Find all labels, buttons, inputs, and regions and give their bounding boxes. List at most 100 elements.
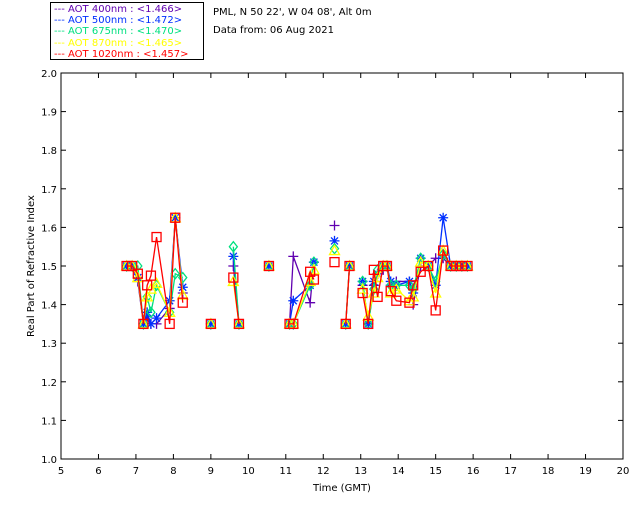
x-tick-label: 14 [392, 466, 405, 477]
x-tick-label: 12 [317, 466, 330, 477]
x-tick-label: 6 [95, 466, 101, 477]
x-tick-label: 20 [617, 466, 630, 477]
data-point-triangle [144, 282, 158, 294]
legend-item-400: --- AOT 400nm : <1.466> [54, 4, 183, 15]
data-point-square [205, 318, 217, 330]
data-point-diamond [438, 248, 448, 261]
data-point-square [145, 270, 157, 281]
y-tick-label: 1.2 [41, 378, 57, 389]
data-point-diamond [132, 259, 143, 273]
data-point-square [127, 260, 138, 272]
data-point-square [263, 260, 275, 272]
data-point-asterisk [438, 212, 449, 223]
data-point-square [445, 260, 456, 272]
data-point-triangle [307, 263, 321, 275]
plot-frame [60, 72, 624, 460]
data-point-asterisk [263, 261, 274, 271]
data-point-square [132, 268, 143, 279]
data-point-square [357, 287, 368, 299]
data-point-triangle [328, 244, 341, 256]
data-point-square [456, 260, 468, 272]
data-point-triangle [141, 290, 154, 302]
data-point-square [308, 274, 320, 285]
legend-item-1020: --- AOT 1020nm : <1.457> [54, 48, 189, 60]
x-axis-label: Time (GMT) [312, 483, 371, 494]
y-tick-label: 2.0 [41, 69, 57, 80]
x-tick-label: 19 [579, 466, 592, 477]
data-point-diamond [391, 279, 402, 292]
data-point-asterisk [329, 235, 340, 246]
data-point-square [381, 260, 393, 272]
y-tick-label: 1.9 [41, 108, 57, 119]
data-point-diamond [357, 275, 368, 288]
legend-label: AOT 400nm : <1.466> [68, 4, 183, 15]
x-tick-label: 11 [279, 466, 292, 477]
data-point-plus [305, 297, 316, 308]
y-tick-label: 1.3 [41, 339, 57, 350]
series-4 [121, 212, 473, 330]
series-line [232, 277, 240, 324]
y-tick-label: 1.5 [41, 262, 57, 273]
x-tick-label: 15 [429, 466, 442, 477]
legend-label: AOT 870nm : <1.465> [68, 37, 183, 49]
data-point-square [408, 280, 419, 291]
y-tick-label: 1.6 [41, 223, 57, 234]
data-point-diamond [228, 240, 239, 253]
data-point-square [372, 291, 383, 303]
data-point-diamond [146, 306, 156, 319]
data-point-plus [329, 220, 340, 231]
legend: --- AOT 400nm : <1.466> --- AOT 500nm : … [50, 2, 204, 60]
data-point-asterisk [228, 251, 239, 262]
data-point-asterisk [205, 318, 216, 329]
data-point-square [404, 297, 415, 308]
chart-title: PML, N 50 22', W 04 08', Alt 0m [213, 7, 372, 18]
data-point-square [462, 260, 473, 272]
y-tick-label: 1.4 [41, 301, 57, 312]
chart-subtitle: Data from: 06 Aug 2021 [213, 25, 334, 36]
y-tick-label: 1.7 [41, 185, 57, 196]
x-tick-label: 7 [133, 466, 139, 477]
data-point-triangle [150, 277, 163, 289]
data-point-square [121, 260, 132, 272]
data-point-diamond [142, 290, 153, 303]
data-point-asterisk [385, 276, 396, 287]
data-point-asterisk [233, 318, 244, 329]
data-point-triangle [227, 275, 240, 287]
y-tick-label: 1.1 [41, 416, 57, 427]
x-tick-label: 18 [542, 466, 555, 477]
data-point-asterisk [177, 282, 188, 293]
legend-item-675: --- AOT 675nm : <1.470> [54, 26, 183, 38]
data-point-square [451, 260, 462, 272]
data-point-square [288, 318, 299, 330]
legend-label: AOT 1020nm : <1.457> [68, 48, 189, 60]
data-point-square [177, 297, 188, 308]
data-point-asterisk [151, 313, 162, 324]
series-line [345, 265, 351, 324]
y-axis-label: Real Part of Refractive Index [26, 195, 37, 337]
legend-label: AOT 500nm : <1.472> [68, 15, 183, 27]
legend-item-500: --- AOT 500nm : <1.472> [54, 15, 183, 27]
x-tick-label: 16 [467, 466, 480, 477]
data-point-square [344, 260, 355, 272]
data-point-diamond [329, 242, 340, 255]
data-point-triangle [131, 271, 144, 283]
legend-label: AOT 675nm : <1.470> [68, 26, 183, 38]
x-tick-label: 10 [242, 466, 255, 477]
data-point-asterisk [288, 295, 299, 306]
data-point-square [438, 245, 449, 256]
data-point-square [170, 212, 181, 223]
data-point-plus [288, 251, 299, 262]
data-point-square [151, 231, 162, 243]
data-point-square [233, 318, 245, 330]
data-point-asterisk [145, 318, 156, 329]
legend-item-870: --- AOT 870nm : <1.465> [54, 37, 183, 49]
data-point-square [430, 305, 441, 316]
data-point-square [164, 318, 175, 330]
data-point-square [329, 256, 340, 268]
data-point-square [415, 266, 426, 277]
data-point-asterisk [164, 295, 175, 306]
data-point-square [138, 318, 149, 330]
data-point-triangle [390, 282, 403, 294]
data-point-square [363, 318, 374, 330]
